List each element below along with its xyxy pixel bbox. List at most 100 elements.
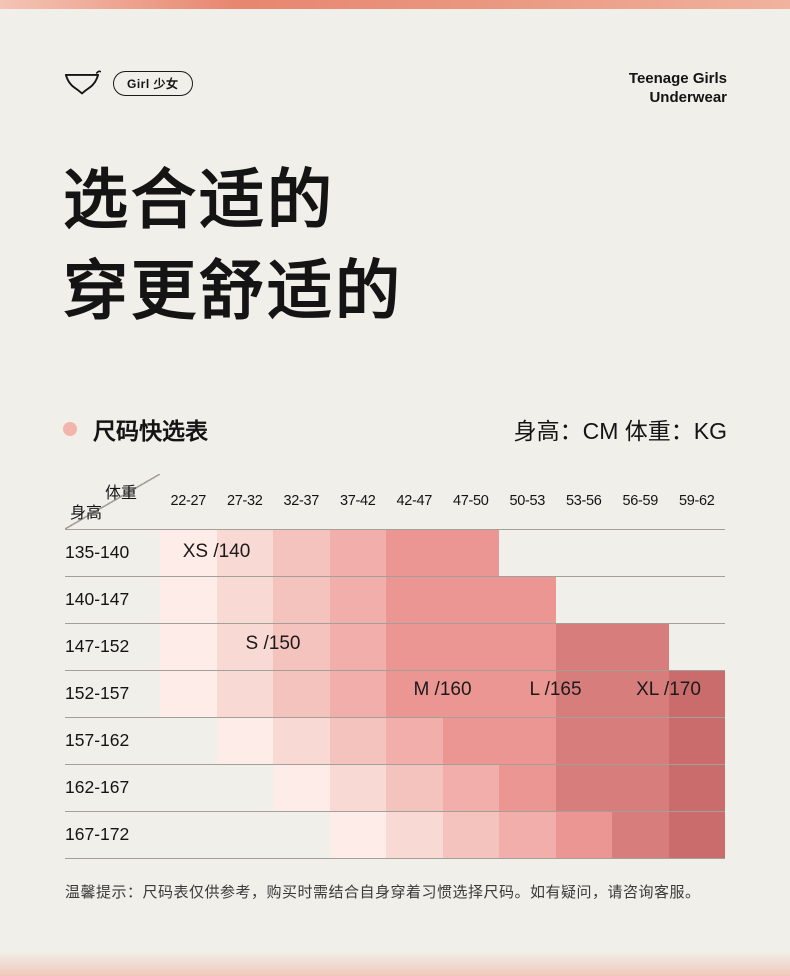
size-chart-row: 167-172 — [65, 810, 725, 858]
size-cell — [555, 811, 612, 858]
size-cell — [668, 764, 725, 811]
size-cell — [386, 623, 443, 670]
size-cell — [668, 670, 725, 717]
size-cell — [499, 717, 556, 764]
height-row-label: 167-172 — [65, 824, 130, 844]
size-cell — [669, 577, 726, 623]
brand-line2: Underwear — [649, 88, 727, 106]
panty-icon — [63, 70, 101, 96]
size-chart-row: 135-140 — [65, 528, 726, 576]
size-cell — [668, 811, 725, 858]
height-row-label: 135-140 — [65, 542, 130, 562]
corner-cell: 体重 身高 — [65, 473, 160, 529]
size-cell — [555, 623, 612, 670]
weight-column-headers: 22-27 27-32 32-37 37-42 42-47 47-50 50-53 53-56… — [160, 474, 725, 529]
weight-col-header: 37-42 — [339, 493, 376, 509]
size-cell — [499, 811, 556, 858]
size-cell — [216, 576, 273, 623]
size-cell — [442, 529, 499, 576]
title-line2: 穿更舒适的 — [63, 253, 404, 327]
size-cell — [217, 812, 274, 858]
size-cell — [386, 529, 443, 576]
size-cell — [386, 670, 443, 717]
size-cell — [612, 717, 669, 764]
size-cell — [612, 530, 669, 576]
brand-line1: Teenage Girls — [628, 70, 727, 87]
title-line1: 选合适的 — [63, 162, 336, 236]
size-chart-row: 147-152 — [65, 622, 725, 670]
weight-col-header: 59-62 — [678, 493, 715, 509]
size-cell — [612, 577, 669, 623]
height-row-label: 140-147 — [65, 589, 130, 609]
size-cell — [386, 811, 443, 858]
size-cell — [216, 529, 273, 576]
weight-axis-label: 体重 — [105, 484, 138, 502]
size-cell — [442, 811, 499, 858]
size-cell — [160, 765, 217, 811]
size-cell — [329, 529, 386, 576]
size-cell — [273, 623, 330, 670]
size-cell — [442, 764, 499, 811]
size-cell — [273, 670, 330, 717]
size-cell — [217, 765, 274, 811]
weight-col-header: 56-59 — [622, 493, 659, 509]
size-chart-row: 162-167 — [65, 763, 725, 811]
weight-col-header: 50-53 — [509, 493, 546, 509]
bottom-accent-fade — [0, 952, 790, 976]
size-cell — [273, 764, 330, 811]
size-chart-table: 体重 身高 22-27 27-32 32-37 37-42 42-47 47-50 50-5… — [65, 473, 726, 859]
accent-dot-icon — [63, 421, 77, 436]
brand-text: Teenage Girls Underwear — [629, 70, 727, 108]
size-cell — [386, 576, 443, 623]
weight-col-header: 27-32 — [226, 493, 263, 509]
height-axis-label: 身高 — [70, 504, 103, 522]
size-cell — [216, 717, 273, 764]
table-section-header: 尺码快选表 身高：CM 体重：KG — [0, 412, 790, 446]
size-chart-header-row: 体重 身高 22-27 27-32 32-37 37-42 42-47 47-50 50-5… — [65, 473, 725, 529]
size-cell — [556, 530, 613, 576]
top-accent-bar — [0, 0, 790, 9]
size-cell — [669, 530, 726, 576]
size-cell — [160, 670, 217, 717]
units-label: 身高：CM 体重：KG — [513, 417, 727, 444]
size-cell — [612, 623, 669, 670]
size-cell — [499, 670, 556, 717]
size-cell — [555, 670, 612, 717]
size-cell — [273, 717, 330, 764]
size-cell — [499, 623, 556, 670]
size-chart-row: 157-162 — [65, 716, 725, 764]
weight-col-header: 53-56 — [565, 493, 602, 509]
size-chart-row: 140-147 — [65, 575, 726, 623]
size-cell — [216, 670, 273, 717]
size-chart-row: 152-157 — [65, 669, 725, 717]
weight-col-header: 22-27 — [170, 493, 207, 509]
size-cell — [442, 717, 499, 764]
size-cell — [160, 576, 217, 623]
size-cell — [442, 670, 499, 717]
size-cell — [612, 764, 669, 811]
girl-badge: Girl 少女 — [113, 70, 193, 96]
size-cell — [499, 576, 556, 623]
size-cell — [442, 576, 499, 623]
height-row-label: 152-157 — [65, 683, 130, 703]
size-cell — [555, 764, 612, 811]
size-cell — [160, 623, 217, 670]
size-cell — [386, 717, 443, 764]
size-cell — [442, 623, 499, 670]
size-cell — [329, 576, 386, 623]
size-cell — [216, 623, 273, 670]
page-title: 选合适的 穿更舒适的 — [0, 108, 790, 336]
size-cell — [556, 577, 613, 623]
size-cell — [612, 811, 669, 858]
size-cell — [612, 670, 669, 717]
size-cell — [555, 717, 612, 764]
weight-col-header: 47-50 — [452, 493, 489, 509]
size-cell — [329, 670, 386, 717]
size-cell — [160, 812, 217, 858]
size-cell — [668, 717, 725, 764]
table-title: 尺码快选表 — [93, 417, 208, 444]
brand-mark-group: Girl 少女 — [63, 70, 193, 96]
size-cell — [273, 576, 330, 623]
size-cell — [329, 623, 386, 670]
weight-col-header: 42-47 — [396, 493, 433, 509]
